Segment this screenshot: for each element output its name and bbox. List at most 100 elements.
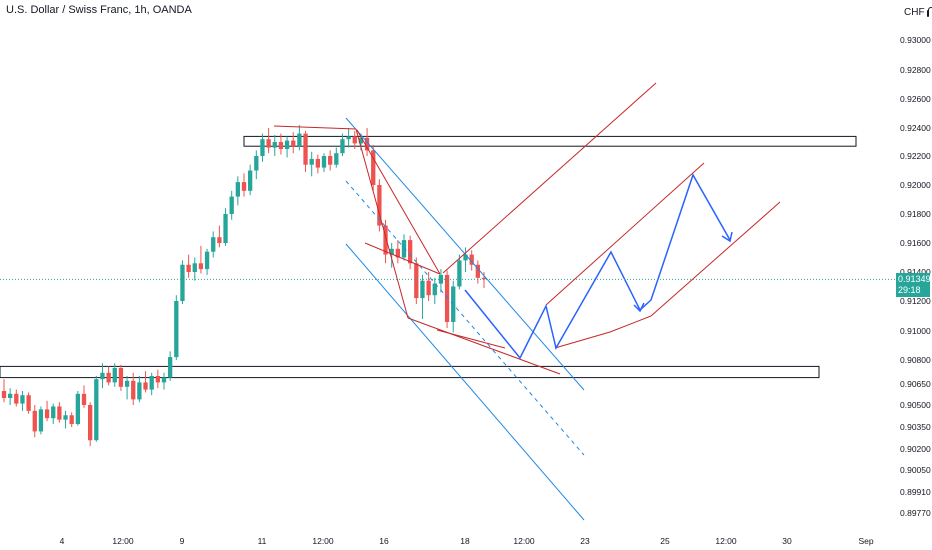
candle-body (377, 185, 382, 226)
candle-body (358, 137, 364, 144)
candle-body (457, 260, 462, 287)
y-tick-label: 0.90050 (900, 465, 931, 475)
x-tick-label: 4 (60, 536, 65, 546)
candle-body (334, 153, 339, 165)
candle-body (272, 142, 277, 148)
support-zone (0, 365, 820, 379)
candle-body (180, 264, 185, 301)
asc-channel-lower-line[interactable] (650, 201, 781, 317)
candle-body (438, 274, 444, 284)
candle-body (94, 379, 99, 441)
candle-body (241, 182, 247, 191)
candle-body (143, 382, 148, 390)
x-tick-label: 16 (379, 536, 389, 546)
candle-body (161, 377, 167, 383)
currency-label: CHF (904, 6, 925, 18)
candle-body (463, 254, 468, 261)
y-tick-label: 0.91200 (900, 296, 931, 306)
y-tick-label: 0.92600 (900, 94, 931, 104)
last-price-tag: 0.91349 29:18 (896, 273, 931, 297)
candle-body (63, 415, 68, 420)
candle-body (20, 395, 25, 404)
candle-body (149, 376, 154, 390)
asc-channel-mid-line[interactable] (545, 162, 705, 306)
candle-body (420, 280, 425, 299)
wedge-lower-line[interactable] (407, 317, 561, 375)
candle-body (69, 415, 74, 425)
projection-arrowhead-2 (721, 231, 733, 243)
candle-body (426, 280, 431, 296)
y-tick-label: 0.90800 (900, 355, 931, 365)
candle-body (44, 409, 50, 419)
candle-body (432, 283, 437, 296)
x-tick-label: 18 (460, 536, 470, 546)
candle-body (364, 137, 370, 151)
wedge-top-line[interactable] (273, 125, 357, 130)
candle-body (475, 264, 480, 278)
projection-path[interactable] (464, 173, 731, 360)
y-tick-label: 0.91400 (900, 267, 931, 277)
candle-body (346, 136, 351, 140)
candle-body (38, 409, 44, 432)
x-tick-label: 12:00 (312, 536, 334, 546)
candle-body (260, 139, 265, 156)
candle-body (88, 405, 93, 441)
y-tick-label: 0.90650 (900, 379, 931, 389)
candle-body (328, 156, 333, 165)
candle-body (321, 156, 327, 168)
candle-body (204, 251, 210, 270)
candle-body (174, 301, 179, 358)
y-tick-label: 0.91000 (900, 326, 931, 336)
x-tick-label: 12:00 (112, 536, 134, 546)
asc-channel-base-line[interactable] (554, 315, 652, 349)
candle-body (469, 254, 474, 265)
candle-body (106, 372, 111, 383)
last-price-value: 0.91349 (898, 274, 931, 284)
currency-selector[interactable]: CHF (904, 5, 932, 19)
wedge-upper-line[interactable] (356, 129, 441, 275)
candle-body (481, 277, 487, 280)
candle-body (383, 225, 388, 255)
candle-body (186, 264, 191, 272)
channel-lower-line[interactable] (345, 243, 585, 521)
wedge-fall-line[interactable] (355, 128, 409, 319)
candle-body (137, 382, 142, 400)
x-tick-label: 9 (180, 536, 185, 546)
candle-body (248, 170, 253, 191)
candle-body (57, 406, 62, 420)
candle-body (408, 240, 413, 264)
candle-body (168, 357, 173, 378)
y-tick-label: 0.90500 (900, 400, 931, 410)
candle-body (278, 142, 284, 149)
candle-body (395, 248, 400, 258)
candle-body (401, 240, 407, 258)
asc-channel-upper-line[interactable] (442, 82, 657, 274)
candle-body (32, 410, 37, 432)
candle-body (266, 139, 271, 148)
price-axis[interactable]: 0.93000 0.92800 0.92600 0.92400 0.92200 0.920… (900, 35, 931, 518)
wedge-bottom-line[interactable] (436, 329, 506, 349)
y-tick-label: 0.91600 (900, 238, 931, 248)
x-tick-label: 12:00 (715, 536, 737, 546)
y-tick-label: 0.90350 (900, 422, 931, 432)
drawings-layer (273, 82, 781, 521)
candle-body (217, 237, 222, 243)
candle-body (309, 158, 314, 165)
x-tick-label: Sep (858, 536, 873, 546)
candle-body (315, 158, 320, 168)
symbol-title[interactable]: U.S. Dollar / Swiss Franc, 1h, OANDA (6, 4, 192, 16)
candle-body (14, 393, 19, 404)
wedge-inner-line[interactable] (364, 242, 441, 275)
x-tick-label: 23 (580, 536, 590, 546)
x-tick-label: 12:00 (513, 536, 535, 546)
lock-icon (926, 6, 932, 17)
candle-body (352, 136, 357, 144)
candle-body (131, 380, 136, 400)
candle-body (51, 406, 56, 419)
time-axis[interactable]: 4 12:00 9 11 12:00 16 18 12:00 23 25 12:00 30 Sep (60, 536, 874, 546)
candle-body (444, 274, 450, 322)
x-tick-label: 25 (660, 536, 670, 546)
zone-layer (0, 135, 857, 379)
candle-body (340, 139, 345, 154)
